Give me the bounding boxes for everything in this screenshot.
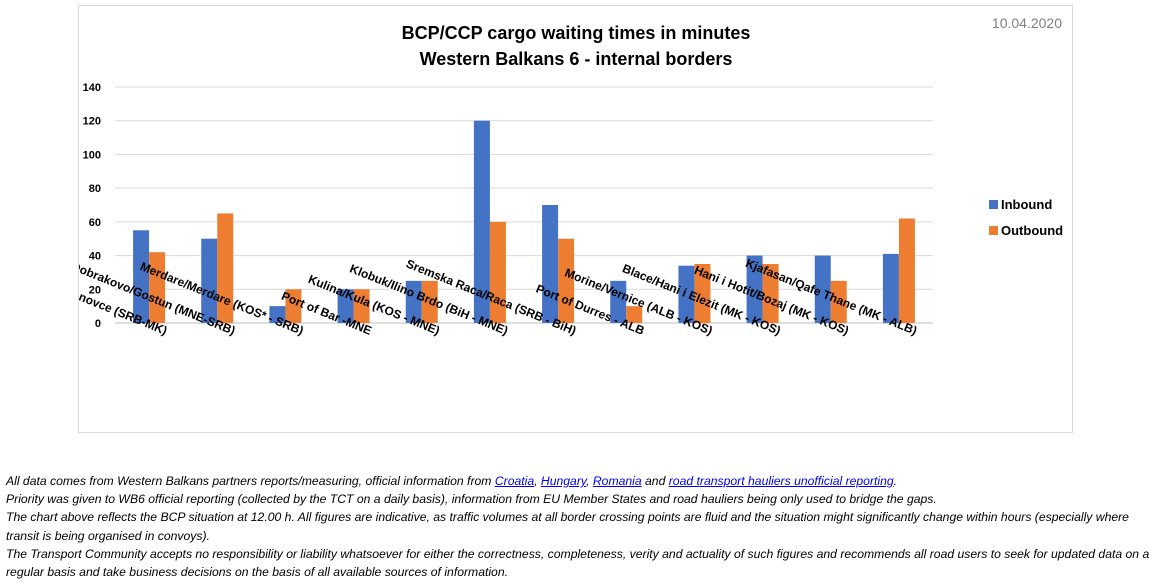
bars bbox=[133, 120, 915, 323]
notes-line-2: Priority was given to WB6 official repor… bbox=[6, 492, 937, 507]
romania-link[interactable]: Romania bbox=[592, 474, 642, 488]
bar-outbound-0 bbox=[149, 252, 166, 323]
bar-inbound-5 bbox=[473, 120, 490, 323]
legend: Inbound Outbound bbox=[989, 197, 1063, 238]
legend-swatch-outbound bbox=[989, 226, 998, 235]
hauliers-link[interactable]: road transport hauliers unofficial repor… bbox=[668, 474, 894, 488]
gridlines bbox=[115, 86, 933, 324]
croatia-link[interactable]: Croatia bbox=[494, 474, 535, 488]
chart-title-line-1: BCP/CCP cargo waiting times in minutes bbox=[402, 23, 751, 43]
bar-inbound-8 bbox=[678, 265, 695, 323]
chart-title-line-2: Western Balkans 6 - internal borders bbox=[420, 49, 733, 69]
notes-line-3: The chart above reflects the BCP situati… bbox=[6, 510, 1129, 543]
notes-line-4: The Transport Community accepts no respo… bbox=[6, 546, 1150, 580]
chart-frame: BCP/CCP cargo waiting times in minutes W… bbox=[78, 5, 1073, 433]
legend-swatch-inbound bbox=[989, 200, 998, 209]
notes-sep-1: , bbox=[534, 474, 541, 488]
bar-outbound-4 bbox=[421, 280, 438, 323]
bar-inbound-6 bbox=[542, 205, 559, 323]
bar-outbound-2 bbox=[285, 289, 302, 323]
y-axis-ticks: 0 20 40 60 80 100 120 140 bbox=[83, 82, 101, 330]
chart-date: 10.04.2020 bbox=[992, 15, 1062, 31]
bar-outbound-1 bbox=[217, 213, 234, 323]
legend-label-inbound: Inbound bbox=[1001, 197, 1052, 212]
bar-outbound-8 bbox=[694, 264, 711, 323]
bar-outbound-3 bbox=[353, 289, 370, 323]
bar-inbound-4 bbox=[405, 280, 422, 323]
bar-inbound-2 bbox=[269, 306, 286, 323]
disclaimer-notes: All data comes from Western Balkans part… bbox=[6, 472, 1156, 581]
bar-chart: BCP/CCP cargo waiting times in minutes W… bbox=[79, 15, 1063, 338]
y-tick-label: 40 bbox=[89, 251, 101, 263]
bar-outbound-9 bbox=[762, 264, 779, 323]
bar-inbound-9 bbox=[746, 255, 763, 323]
y-tick-label: 100 bbox=[83, 149, 101, 161]
notes-and: and bbox=[641, 474, 669, 488]
notes-line-1-text: All data comes from Western Balkans part… bbox=[6, 474, 495, 488]
notes-line-1-end: . bbox=[893, 474, 898, 488]
legend-label-outbound: Outbound bbox=[1001, 223, 1063, 238]
bar-outbound-6 bbox=[558, 238, 575, 323]
y-tick-label: 140 bbox=[83, 82, 101, 94]
bar-outbound-10 bbox=[830, 280, 847, 323]
y-tick-label: 80 bbox=[89, 183, 101, 195]
bar-inbound-1 bbox=[201, 238, 218, 323]
bar-inbound-10 bbox=[814, 255, 831, 323]
y-tick-label: 120 bbox=[83, 116, 101, 128]
hungary-link[interactable]: Hungary bbox=[540, 474, 587, 488]
notes-line-1: All data comes from Western Balkans part… bbox=[6, 472, 1156, 490]
bar-outbound-11 bbox=[898, 218, 915, 323]
bar-inbound-3 bbox=[337, 289, 354, 323]
bar-outbound-7 bbox=[626, 306, 643, 323]
y-tick-label: 20 bbox=[89, 284, 101, 296]
y-tick-label: 60 bbox=[89, 217, 101, 229]
y-tick-label: 0 bbox=[95, 318, 101, 330]
notes-sep-2: , bbox=[586, 474, 593, 488]
bar-outbound-5 bbox=[489, 221, 506, 323]
bar-inbound-0 bbox=[133, 230, 150, 323]
bar-inbound-7 bbox=[610, 280, 627, 323]
bar-inbound-11 bbox=[882, 253, 899, 323]
